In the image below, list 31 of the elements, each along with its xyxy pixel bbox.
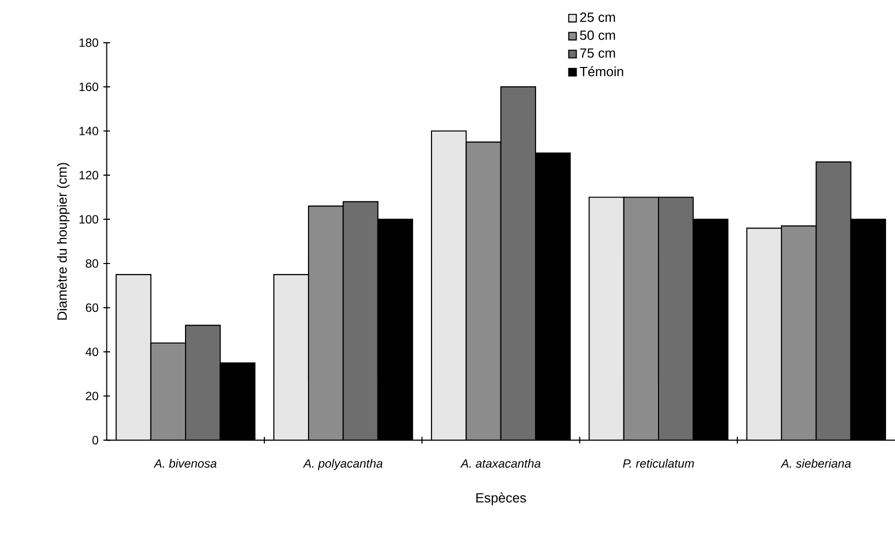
bar [116, 274, 151, 440]
bar [624, 197, 659, 440]
y-tick-label: 60 [86, 304, 98, 312]
legend-label: Témoin [580, 66, 624, 77]
y-tick-label: 0 [92, 436, 98, 445]
x-axis-title: Espèces [476, 492, 526, 506]
legend-label: 50 cm [580, 30, 615, 40]
y-tick-label: 140 [80, 126, 98, 136]
bar [308, 206, 344, 440]
y-axis-title: Diamètre du houppier (cm) [56, 163, 70, 320]
bar [780, 226, 817, 440]
bar [274, 274, 309, 440]
bar [589, 197, 624, 440]
x-tick-label: A. ataxacantha [460, 459, 540, 468]
bar [150, 343, 186, 440]
bar [432, 131, 466, 440]
y-tick-label: 20 [86, 392, 98, 400]
bar [746, 228, 782, 440]
y-tick-label: 80 [86, 259, 98, 268]
x-tick-label: A. polyacantha [302, 459, 382, 470]
x-tick-label: A. bivenosa [154, 459, 216, 468]
y-tick-label: 120 [80, 171, 98, 180]
y-tick-label: 180 [80, 38, 98, 48]
y-tick-label: 160 [80, 82, 98, 92]
y-tick-label: 40 [86, 348, 98, 356]
y-tick-label: 100 [80, 215, 98, 224]
x-tick-label: P. reticulatum [622, 459, 694, 468]
x-tick-label: A. sieberiana [780, 459, 851, 468]
legend-label: 25 cm [580, 12, 615, 22]
legend-label: 75 cm [580, 48, 615, 58]
bar [466, 142, 501, 440]
